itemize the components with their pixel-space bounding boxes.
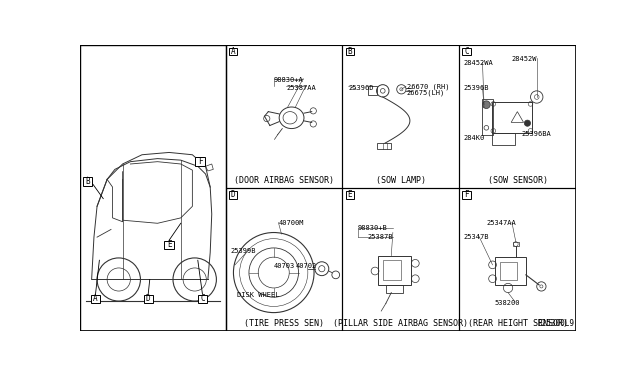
Bar — [80, 45, 226, 331]
Bar — [346, 191, 354, 199]
Bar — [195, 157, 205, 166]
Bar — [143, 295, 153, 303]
Text: 25387AA: 25387AA — [286, 85, 316, 91]
Bar — [495, 257, 526, 285]
Text: 25396D: 25396D — [349, 85, 374, 91]
Bar — [460, 188, 576, 331]
Bar — [91, 295, 100, 303]
Bar — [500, 262, 516, 280]
Text: 98830+B: 98830+B — [358, 225, 388, 231]
Text: E: E — [348, 190, 352, 199]
Text: (REAR HEIGHT SENSOR): (REAR HEIGHT SENSOR) — [468, 319, 568, 328]
Bar — [226, 188, 342, 331]
Text: B: B — [348, 47, 352, 56]
Text: (PILLAR SIDE AIRBAG SENSOR): (PILLAR SIDE AIRBAG SENSOR) — [333, 319, 468, 328]
Bar — [229, 191, 237, 199]
Text: D: D — [146, 294, 150, 303]
Text: 28452WA: 28452WA — [464, 60, 493, 66]
Bar — [226, 45, 342, 188]
Bar — [513, 242, 519, 246]
Bar — [342, 188, 460, 331]
Text: 40700M: 40700M — [278, 220, 304, 226]
Text: 538200: 538200 — [494, 299, 520, 305]
Text: 25347B: 25347B — [464, 234, 490, 240]
Text: A: A — [93, 294, 98, 303]
Bar — [492, 102, 532, 133]
Text: F: F — [464, 190, 469, 199]
Text: F: F — [198, 157, 202, 166]
Bar — [342, 45, 460, 188]
Text: (DOOR AIRBAG SENSOR): (DOOR AIRBAG SENSOR) — [234, 176, 334, 185]
Text: E: E — [167, 240, 172, 249]
Text: C: C — [200, 294, 205, 303]
Text: 284K0: 284K0 — [464, 135, 485, 141]
Text: 25396BA: 25396BA — [521, 131, 551, 137]
Bar — [377, 143, 391, 150]
Text: 98830+A: 98830+A — [274, 77, 303, 83]
Bar — [462, 48, 471, 55]
Bar — [83, 177, 92, 186]
Bar — [483, 99, 493, 135]
Text: DISK WHEEL: DISK WHEEL — [237, 292, 280, 298]
Text: 28452W: 28452W — [512, 56, 538, 62]
Text: B: B — [85, 177, 90, 186]
Circle shape — [524, 120, 531, 126]
Bar — [460, 45, 576, 188]
Text: 25387B: 25387B — [367, 234, 393, 240]
Bar — [198, 295, 207, 303]
Text: (SOW SENSOR): (SOW SENSOR) — [488, 176, 548, 185]
Text: A: A — [231, 47, 236, 56]
Bar — [378, 256, 411, 285]
Bar — [346, 48, 354, 55]
Text: 25396B: 25396B — [464, 85, 490, 91]
Bar — [164, 241, 174, 249]
Text: 25347AA: 25347AA — [486, 220, 516, 226]
Bar — [383, 260, 401, 280]
Text: C: C — [464, 47, 469, 56]
Text: R25300L9: R25300L9 — [538, 319, 575, 328]
Circle shape — [483, 101, 490, 109]
Text: (SOW LAMP): (SOW LAMP) — [376, 176, 426, 185]
Bar — [368, 86, 378, 96]
Text: 26675(LH): 26675(LH) — [407, 89, 445, 96]
Text: (TIRE PRESS SEN): (TIRE PRESS SEN) — [244, 319, 324, 328]
Bar — [229, 48, 237, 55]
Text: D: D — [231, 190, 236, 199]
Bar — [386, 285, 403, 293]
Text: 40703: 40703 — [274, 263, 295, 269]
Bar — [492, 133, 515, 145]
Text: 40702: 40702 — [296, 263, 317, 269]
Bar — [462, 191, 471, 199]
Text: 26670 (RH): 26670 (RH) — [407, 83, 449, 90]
Text: 25399B: 25399B — [230, 248, 256, 254]
